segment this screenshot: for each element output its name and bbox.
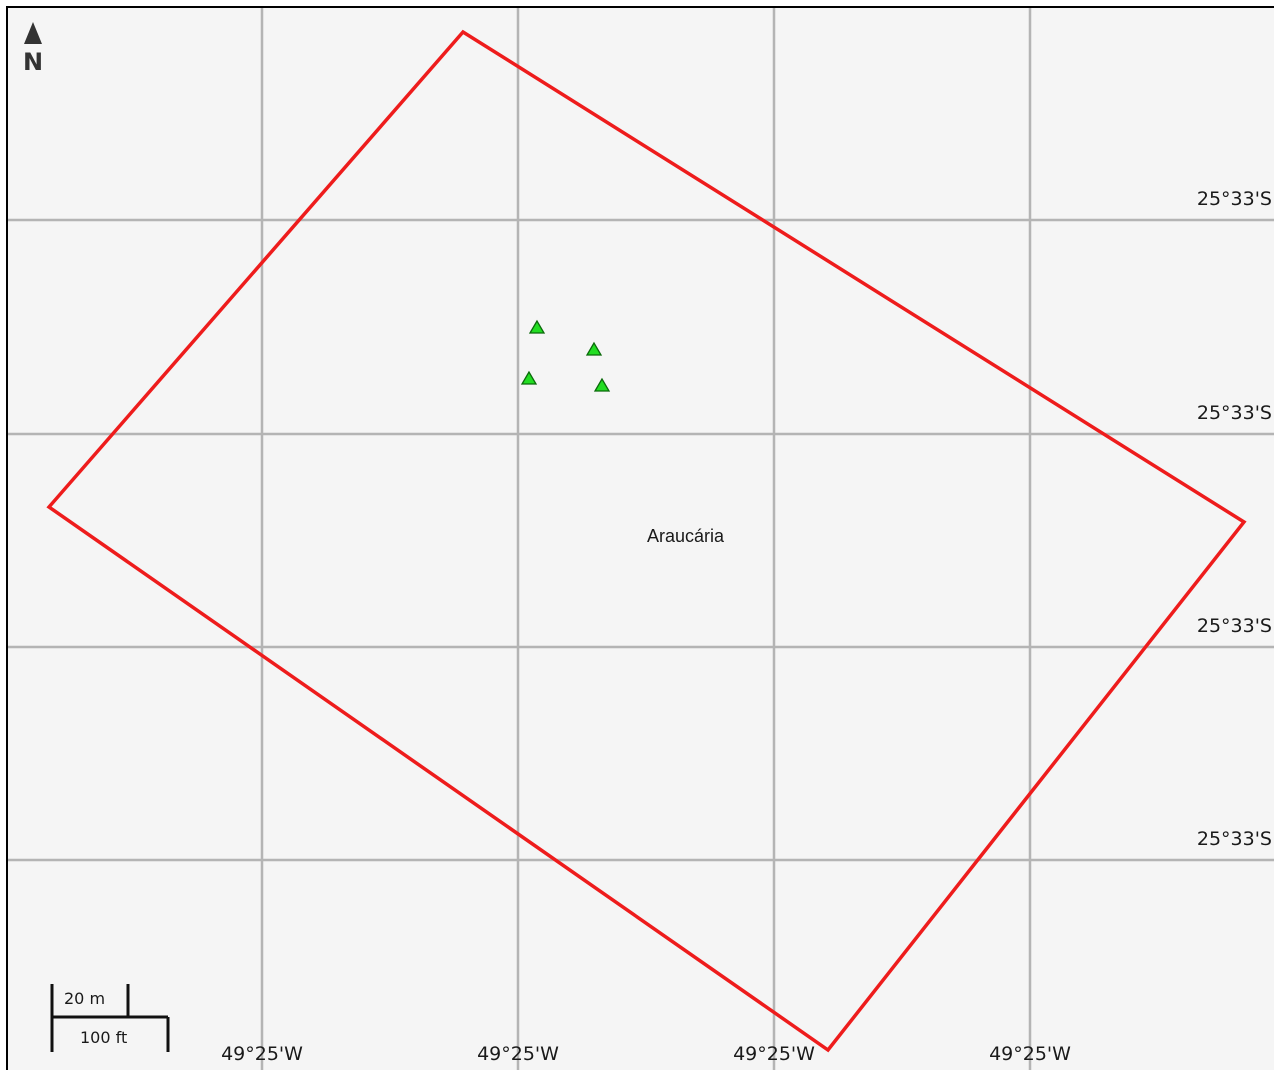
latitude-label: 25°33'S	[1197, 402, 1272, 424]
graticule	[8, 8, 1274, 1070]
latitude-label: 25°33'S	[1197, 188, 1272, 210]
north-letter: N	[23, 48, 43, 76]
longitude-label: 49°25'W	[221, 1043, 303, 1065]
markers	[520, 319, 611, 392]
longitude-label: 49°25'W	[989, 1043, 1071, 1065]
boundary-polygon[interactable]	[46, 29, 1247, 1053]
place-label: Araucária	[647, 526, 725, 546]
latitude-label: 25°33'S	[1197, 828, 1272, 850]
green-triangle-icon[interactable]	[585, 341, 603, 356]
north-arrow-head	[24, 22, 42, 44]
scale-bar	[50, 984, 170, 1052]
longitude-label: 49°25'W	[477, 1043, 559, 1065]
scale-metric-label: 20 m	[64, 989, 105, 1008]
scale-imperial-label: 100 ft	[80, 1028, 127, 1047]
green-triangle-icon[interactable]	[528, 319, 546, 334]
latitude-label: 25°33'S	[1197, 615, 1272, 637]
map-canvas[interactable]	[6, 6, 1274, 1070]
longitude-label: 49°25'W	[733, 1043, 815, 1065]
green-triangle-icon[interactable]	[593, 377, 611, 392]
north-arrow-icon: N	[23, 22, 43, 76]
green-triangle-icon[interactable]	[520, 370, 538, 385]
